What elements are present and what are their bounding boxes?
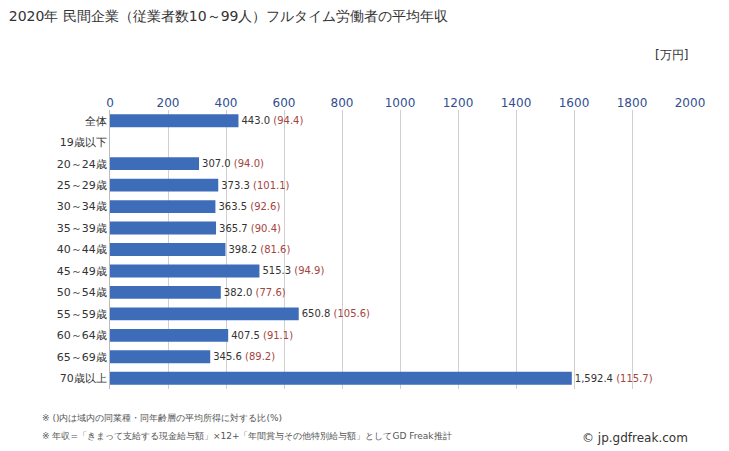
svg-text:30～34歳: 30～34歳 bbox=[57, 200, 107, 213]
svg-text:全体: 全体 bbox=[85, 115, 107, 128]
svg-text:1400: 1400 bbox=[501, 96, 532, 110]
svg-text:25～29歳: 25～29歳 bbox=[57, 179, 107, 192]
svg-text:650.8 (105.6): 650.8 (105.6) bbox=[302, 308, 370, 319]
svg-text:382.0 (77.6): 382.0 (77.6) bbox=[224, 287, 286, 298]
svg-text:1600: 1600 bbox=[559, 96, 590, 110]
svg-text:1200: 1200 bbox=[443, 96, 474, 110]
svg-text:[万円]: [万円] bbox=[655, 48, 688, 62]
svg-text:※ 年収=「きまって支給する現金給与額」×12+「年間賞与そ: ※ 年収=「きまって支給する現金給与額」×12+「年間賞与その他特別給与額」とし… bbox=[42, 431, 452, 441]
svg-text:40～44歳: 40～44歳 bbox=[57, 243, 107, 256]
svg-text:45～49歳: 45～49歳 bbox=[57, 265, 107, 278]
svg-text:345.6 (89.2): 345.6 (89.2) bbox=[213, 351, 275, 362]
svg-text:0: 0 bbox=[106, 96, 114, 110]
svg-text:1800: 1800 bbox=[617, 96, 648, 110]
svg-text:60～64歳: 60～64歳 bbox=[57, 329, 107, 342]
svg-text:200: 200 bbox=[157, 96, 180, 110]
svg-text:© jp.gdfreak.com: © jp.gdfreak.com bbox=[582, 431, 688, 445]
svg-text:19歳以下: 19歳以下 bbox=[60, 136, 107, 149]
svg-text:35～39歳: 35～39歳 bbox=[57, 222, 107, 235]
svg-text:1,592.4 (115.7): 1,592.4 (115.7) bbox=[575, 373, 653, 384]
svg-text:515.3 (94.9): 515.3 (94.9) bbox=[262, 265, 324, 276]
svg-text:373.3 (101.1): 373.3 (101.1) bbox=[221, 180, 289, 191]
svg-text:20～24歳: 20～24歳 bbox=[57, 158, 107, 171]
svg-text:407.5 (91.1): 407.5 (91.1) bbox=[231, 330, 293, 341]
svg-text:1000: 1000 bbox=[385, 96, 416, 110]
svg-text:443.0 (94.4): 443.0 (94.4) bbox=[241, 115, 303, 126]
svg-text:2020年 民間企業（従業者数10～99人）フルタイム労働者: 2020年 民間企業（従業者数10～99人）フルタイム労働者の平均年収 bbox=[9, 8, 449, 24]
svg-text:800: 800 bbox=[331, 96, 354, 110]
svg-text:365.7 (90.4): 365.7 (90.4) bbox=[219, 223, 281, 234]
svg-text:400: 400 bbox=[215, 96, 238, 110]
svg-text:70歳以上: 70歳以上 bbox=[60, 372, 107, 385]
svg-text:50～54歳: 50～54歳 bbox=[57, 286, 107, 299]
svg-text:398.2 (81.6): 398.2 (81.6) bbox=[228, 244, 290, 255]
svg-text:55～59歳: 55～59歳 bbox=[57, 308, 107, 321]
svg-text:2000: 2000 bbox=[675, 96, 706, 110]
svg-text:363.5 (92.6): 363.5 (92.6) bbox=[218, 201, 280, 212]
svg-text:307.0 (94.0): 307.0 (94.0) bbox=[202, 158, 264, 169]
svg-text:65～69歳: 65～69歳 bbox=[57, 351, 107, 364]
svg-text:※ ()内は域内の同業種・同年齢層の平均所得に対する比(%): ※ ()内は域内の同業種・同年齢層の平均所得に対する比(%) bbox=[42, 413, 282, 423]
svg-text:600: 600 bbox=[273, 96, 296, 110]
